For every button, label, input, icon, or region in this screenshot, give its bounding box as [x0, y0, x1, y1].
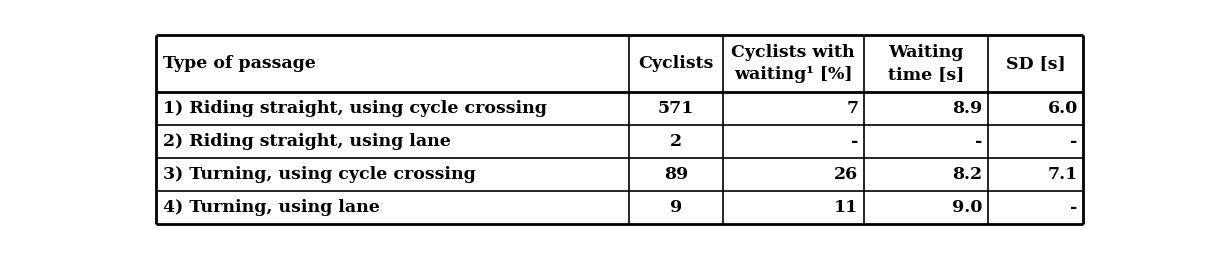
- Bar: [723, 35, 864, 92]
- Bar: [156, 125, 629, 158]
- Text: Waiting: Waiting: [889, 44, 964, 61]
- Text: Cyclists: Cyclists: [638, 55, 713, 72]
- Text: 9: 9: [670, 199, 682, 216]
- Text: 8.2: 8.2: [953, 166, 983, 183]
- Text: -: -: [974, 133, 983, 150]
- Bar: [864, 158, 988, 191]
- Bar: [629, 92, 723, 125]
- Text: waiting¹ [%]: waiting¹ [%]: [734, 66, 852, 83]
- Bar: [629, 35, 723, 92]
- Text: 7.1: 7.1: [1047, 166, 1077, 183]
- Text: 89: 89: [664, 166, 688, 183]
- Text: 2: 2: [670, 133, 682, 150]
- Bar: [156, 158, 629, 191]
- Bar: [864, 35, 988, 92]
- Text: 2) Riding straight, using lane: 2) Riding straight, using lane: [163, 133, 451, 150]
- Text: time [s]: time [s]: [887, 66, 964, 83]
- Text: 4) Turning, using lane: 4) Turning, using lane: [163, 199, 380, 216]
- Bar: [864, 125, 988, 158]
- Text: -: -: [1070, 133, 1077, 150]
- Bar: [988, 92, 1083, 125]
- Bar: [723, 92, 864, 125]
- Bar: [864, 191, 988, 224]
- Bar: [156, 35, 629, 92]
- Text: 6.0: 6.0: [1047, 100, 1077, 117]
- Text: Type of passage: Type of passage: [163, 55, 317, 72]
- Text: 7: 7: [846, 100, 858, 117]
- Text: Cyclists with: Cyclists with: [731, 44, 855, 61]
- Bar: [629, 125, 723, 158]
- Text: 1) Riding straight, using cycle crossing: 1) Riding straight, using cycle crossing: [163, 100, 548, 117]
- Text: 8.9: 8.9: [953, 100, 983, 117]
- Bar: [629, 158, 723, 191]
- Bar: [988, 35, 1083, 92]
- Text: 9.0: 9.0: [951, 199, 983, 216]
- Bar: [988, 158, 1083, 191]
- Bar: [723, 158, 864, 191]
- Text: SD [s]: SD [s]: [1006, 55, 1065, 72]
- Bar: [864, 92, 988, 125]
- Text: 3) Turning, using cycle crossing: 3) Turning, using cycle crossing: [163, 166, 476, 183]
- Text: -: -: [1070, 199, 1077, 216]
- Bar: [723, 191, 864, 224]
- Bar: [156, 191, 629, 224]
- Bar: [629, 191, 723, 224]
- Text: -: -: [851, 133, 858, 150]
- Text: 571: 571: [658, 100, 694, 117]
- Bar: [156, 92, 629, 125]
- Text: 26: 26: [834, 166, 858, 183]
- Bar: [723, 125, 864, 158]
- Bar: [988, 191, 1083, 224]
- Bar: [988, 125, 1083, 158]
- Text: 11: 11: [834, 199, 858, 216]
